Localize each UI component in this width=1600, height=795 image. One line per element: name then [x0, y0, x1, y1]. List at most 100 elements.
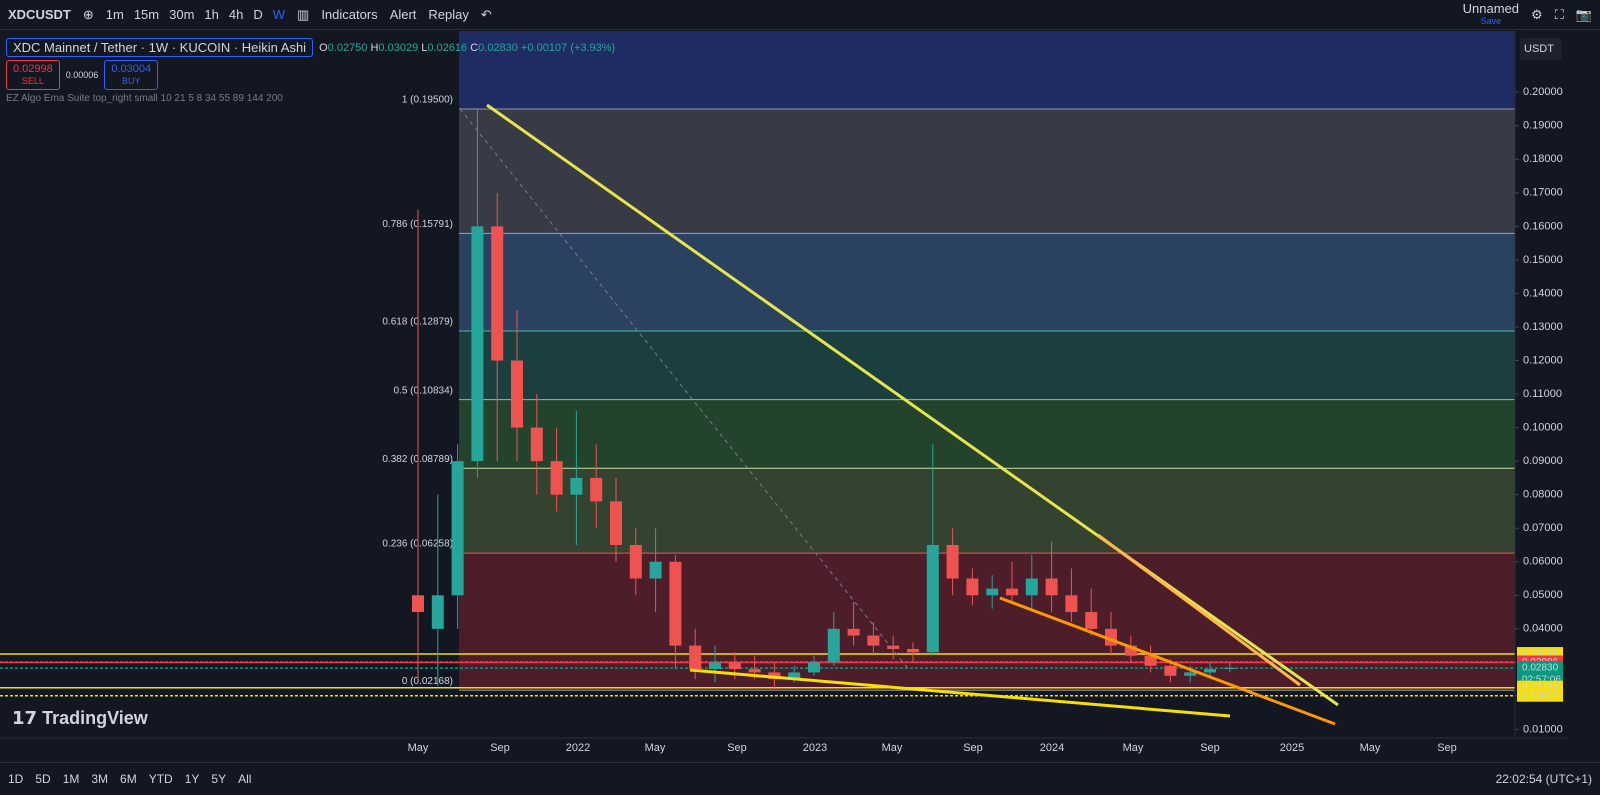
x-tick-label: May [645, 742, 666, 754]
candle-body [966, 578, 979, 596]
x-tick-label: Sep [963, 742, 983, 754]
drawings [459, 103, 1339, 726]
add-symbol[interactable]: ⊕ [82, 6, 94, 22]
settings[interactable]: ⚙ [1531, 6, 1543, 22]
price-tag-label: 0.02244 [1522, 682, 1559, 693]
indicator-line: EZ Algo Ema Suite top_right small 10 21 … [6, 93, 283, 104]
candle-body [788, 672, 801, 680]
candle-body [1184, 672, 1197, 676]
candle-body [1045, 578, 1058, 596]
bottom-toolbar: 1D 5D 1M 3M 6M YTD 1Y 5Y All 22:02:54 (UTC+1) [0, 762, 1600, 795]
chart-type[interactable]: ▥ [297, 6, 310, 22]
interval[interactable]: 1m [105, 7, 124, 22]
x-tick-label: 2024 [1040, 742, 1064, 754]
candle-body [827, 628, 840, 663]
candle-body [550, 461, 563, 495]
ohlc: O0.02750 H0.03029 L0.02616 C0.02830 +0.0… [319, 42, 615, 54]
interval[interactable]: D [253, 7, 263, 22]
o-label: O [319, 41, 328, 54]
range-button[interactable]: 6M [120, 772, 137, 786]
snapshot[interactable]: 📷 [1575, 6, 1592, 22]
symbol-search[interactable]: XDCUSDT [8, 7, 71, 22]
range-button[interactable]: 1D [8, 772, 24, 786]
candle-body [847, 628, 860, 636]
x-tick-label: 2022 [566, 742, 590, 754]
y-tick-label: 0.11000 [1523, 388, 1562, 400]
top-toolbar: XDCUSDT ⊕ 1m 15m 30m 1h 4h D W ▥ Indicators Al… [0, 0, 1600, 30]
interval[interactable]: 30m [169, 7, 195, 22]
y-tick-label: 0.18000 [1523, 153, 1563, 165]
h-label: H [370, 41, 379, 54]
y-tick-label: 0.14000 [1523, 287, 1563, 299]
x-tick-label: Sep [490, 742, 510, 754]
candle-body [1204, 669, 1216, 673]
undo[interactable]: ↶ [480, 6, 492, 22]
candle-body [808, 662, 820, 673]
clock: 22:02:54 (UTC+1) [1495, 772, 1592, 786]
layout[interactable]: Unnamed Save [1463, 2, 1519, 27]
price-axis[interactable] [1515, 31, 1568, 762]
fib-label: 0.5 (0.10834) [394, 385, 454, 396]
fib-zone [459, 108, 1515, 234]
candle-body [709, 662, 721, 670]
candle-body [451, 461, 464, 596]
candle-body [511, 360, 523, 428]
y-tick-label: 0.15000 [1523, 254, 1563, 266]
trend-line [1097, 533, 1301, 687]
candle-body [946, 544, 959, 579]
fib-zone [459, 31, 1515, 109]
x-tick-label: May [408, 742, 429, 754]
price-tag-label: 0.02006 [1522, 690, 1559, 701]
sell-button[interactable]: 0.02998 SELL [6, 60, 60, 90]
trend-line [999, 596, 1336, 726]
candle-body [1144, 655, 1157, 666]
replay-button[interactable]: Replay [428, 7, 469, 22]
buy-price: 0.03004 [111, 63, 152, 75]
range-button[interactable]: 3M [91, 772, 109, 786]
fib-zone [459, 468, 1515, 554]
price-tag-label: 0.03248 [1522, 649, 1559, 660]
alert-button[interactable]: Alert [389, 7, 417, 22]
currency-box[interactable] [1520, 38, 1562, 60]
logo-mark: 𝟭𝟳 [12, 708, 42, 728]
interval[interactable]: W [272, 7, 286, 22]
candle-body [1025, 578, 1038, 596]
save[interactable]: Save [1480, 15, 1502, 26]
fullscreen[interactable]: ⛶ [1554, 6, 1564, 22]
candle-body [629, 544, 642, 579]
right-sidebar [1568, 31, 1600, 762]
range-button[interactable]: 5D [35, 772, 51, 786]
buy-button[interactable]: 0.03004 BUY [104, 60, 159, 90]
range-button[interactable]: 5Y [211, 772, 227, 786]
candle-body [431, 595, 444, 629]
y-tick-label: 0.12000 [1523, 354, 1563, 366]
buy-label: BUY [121, 76, 141, 86]
fib-zone [459, 553, 1515, 691]
candle-body [1065, 595, 1078, 613]
trend-line [689, 668, 1231, 718]
currency: USDT [1524, 43, 1554, 55]
range-button[interactable]: 1Y [184, 772, 200, 786]
y-tick-label: 0.19000 [1523, 120, 1563, 132]
candle-body [926, 544, 939, 653]
range-button[interactable]: 1M [62, 772, 80, 786]
c-label: C [470, 41, 479, 54]
range-button[interactable]: YTD [148, 772, 173, 786]
candle-body [649, 561, 662, 579]
range-button[interactable]: All [238, 772, 252, 786]
legend: XDC Mainnet / Tether · 1W · KUCOIN · Hei… [6, 38, 615, 104]
candle-body [689, 645, 702, 670]
c-value: 0.02830 [478, 41, 518, 54]
fib-label: 1 (0.19500) [402, 95, 453, 106]
candle-body [728, 662, 741, 670]
interval[interactable]: 4h [228, 7, 244, 22]
symbol-title[interactable]: XDC Mainnet / Tether · 1W · KUCOIN · Hei… [6, 38, 314, 57]
candle-body [412, 595, 424, 613]
x-tick-label: 2025 [1280, 742, 1304, 754]
x-tick-label: May [1123, 742, 1144, 754]
interval[interactable]: 15m [133, 7, 160, 22]
y-tick-label: 0.05000 [1523, 589, 1563, 601]
interval[interactable]: 1h [204, 7, 219, 22]
price-tag [1517, 688, 1563, 702]
indicators-button[interactable]: Indicators [321, 7, 378, 22]
